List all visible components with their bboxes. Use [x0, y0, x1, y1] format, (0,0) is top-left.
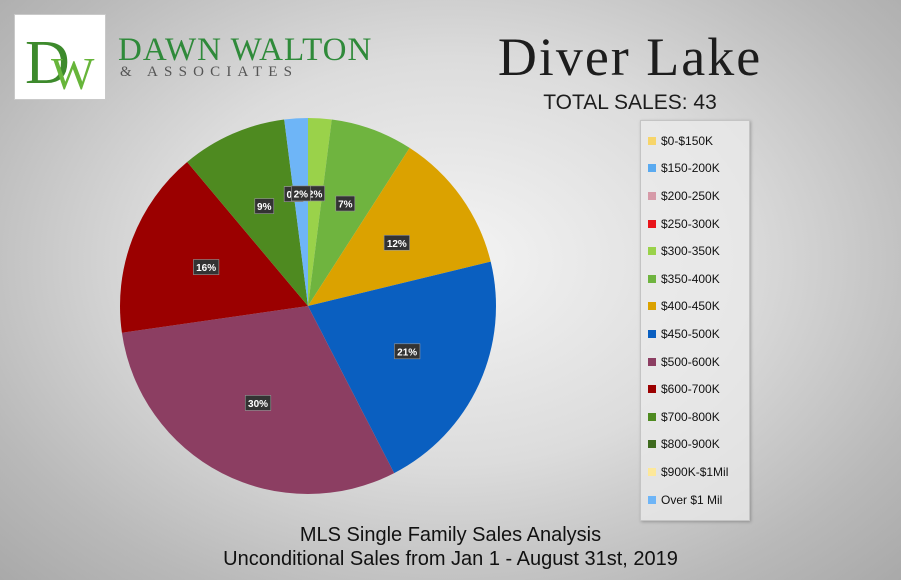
legend-swatch: [648, 467, 656, 476]
legend-item: Over $1 Mil: [641, 486, 749, 514]
footer-title: MLS Single Family Sales Analysis: [299, 524, 602, 546]
legend-swatch: [648, 385, 656, 394]
legend-label: $450-500K: [661, 326, 720, 341]
legend-label: $0-$150K: [661, 133, 714, 148]
legend-label: $200-250K: [661, 188, 720, 203]
data-label-text: 2%: [308, 189, 323, 200]
legend-swatch: [648, 164, 656, 173]
data-label-text: 7%: [338, 200, 353, 211]
pie-slice-400-450k: [308, 147, 491, 306]
legend-label: $150-200K: [661, 161, 720, 176]
legend-label: $350-400K: [661, 271, 720, 286]
data-label-text: 30%: [248, 399, 268, 410]
data-label: 16%: [193, 259, 220, 275]
legend-item: $700-800K: [641, 403, 749, 431]
legend-swatch: [648, 412, 656, 421]
legend-label: $800-900K: [661, 437, 720, 452]
legend-swatch: [648, 357, 656, 366]
legend-item: $900K-$1Mil: [641, 458, 749, 486]
chart-title: Diver Lake: [497, 27, 763, 87]
footer-subtitle: Unconditional Sales from Jan 1 - August …: [223, 548, 678, 570]
data-label-text: 21%: [397, 347, 417, 358]
legend-swatch: [648, 247, 656, 256]
legend-label: $600-700K: [661, 382, 720, 397]
pie-slice-over-1-mil: [284, 118, 308, 306]
legend-label: $700-800K: [661, 409, 720, 424]
legend-item: $400-450K: [641, 293, 749, 321]
legend-item: $350-400K: [641, 265, 749, 293]
data-label-box: [383, 234, 410, 251]
data-label: 21%: [394, 343, 421, 360]
pie-slice-450-500k: [308, 261, 496, 474]
legend-label: Over $1 Mil: [661, 492, 723, 507]
legend-swatch: [648, 329, 656, 338]
data-label-text: 16%: [196, 263, 216, 274]
legend-swatch: [648, 191, 656, 200]
data-label-box: [335, 195, 356, 212]
data-label-box: [193, 259, 220, 275]
pie-slice-900k-1mil: [284, 119, 308, 306]
legend-item: $0-$150K: [641, 127, 749, 155]
data-label-text: 2%: [294, 189, 309, 200]
legend-item: $200-250K: [641, 182, 749, 210]
data-label: 12%: [383, 234, 410, 251]
legend-swatch: [648, 136, 656, 145]
legend-item: $250-300K: [641, 210, 749, 238]
data-label: 7%: [335, 195, 356, 212]
legend-item: $450-500K: [641, 320, 749, 348]
chart-legend: $0-$150K $150-200K $200-250K $250-300K $300-…: [640, 120, 750, 521]
legend-item: $150-200K: [641, 155, 749, 183]
data-label: 9%: [254, 198, 275, 214]
legend-label: $300-350K: [661, 244, 720, 259]
legend-swatch: [648, 440, 656, 449]
legend-swatch: [648, 219, 656, 228]
data-label-box: [291, 185, 311, 202]
legend-item: $600-700K: [641, 375, 749, 403]
pie-slice-700-800k: [187, 119, 308, 306]
monogram-letter-d: D: [25, 29, 70, 97]
legend-item: $300-350K: [641, 237, 749, 265]
data-label: 2%: [291, 185, 311, 202]
data-label: 30%: [244, 395, 272, 411]
pie-slice-350-400k: [308, 119, 410, 306]
legend-item: $500-600K: [641, 348, 749, 376]
data-label-box: [254, 198, 275, 214]
legend-item: $800-900K: [641, 431, 749, 459]
legend-label: $400-450K: [661, 299, 720, 314]
brand-tagline: & ASSOCIATES: [120, 64, 299, 80]
legend-label: $900K-$1Mil: [661, 464, 729, 479]
legend-label: $500-600K: [661, 354, 720, 369]
total-sales: TOTAL SALES: 43: [543, 91, 717, 114]
data-label-box: [244, 395, 272, 411]
brand-name: DAWN WALTON: [118, 32, 373, 68]
data-label-box: [394, 343, 421, 360]
legend-swatch: [648, 495, 656, 504]
brand-logo: D W: [14, 14, 106, 100]
pie-slice-300-350k: [308, 118, 332, 306]
data-label-text: 12%: [387, 239, 407, 250]
monogram-letter-w: W: [51, 48, 95, 99]
legend-swatch: [648, 274, 656, 283]
monogram-mark: D W: [25, 29, 95, 99]
pie-slice-600-700k: [120, 161, 308, 333]
legend-label: $250-300K: [661, 216, 720, 231]
data-label-text: 9%: [257, 202, 272, 213]
legend-swatch: [648, 302, 656, 311]
